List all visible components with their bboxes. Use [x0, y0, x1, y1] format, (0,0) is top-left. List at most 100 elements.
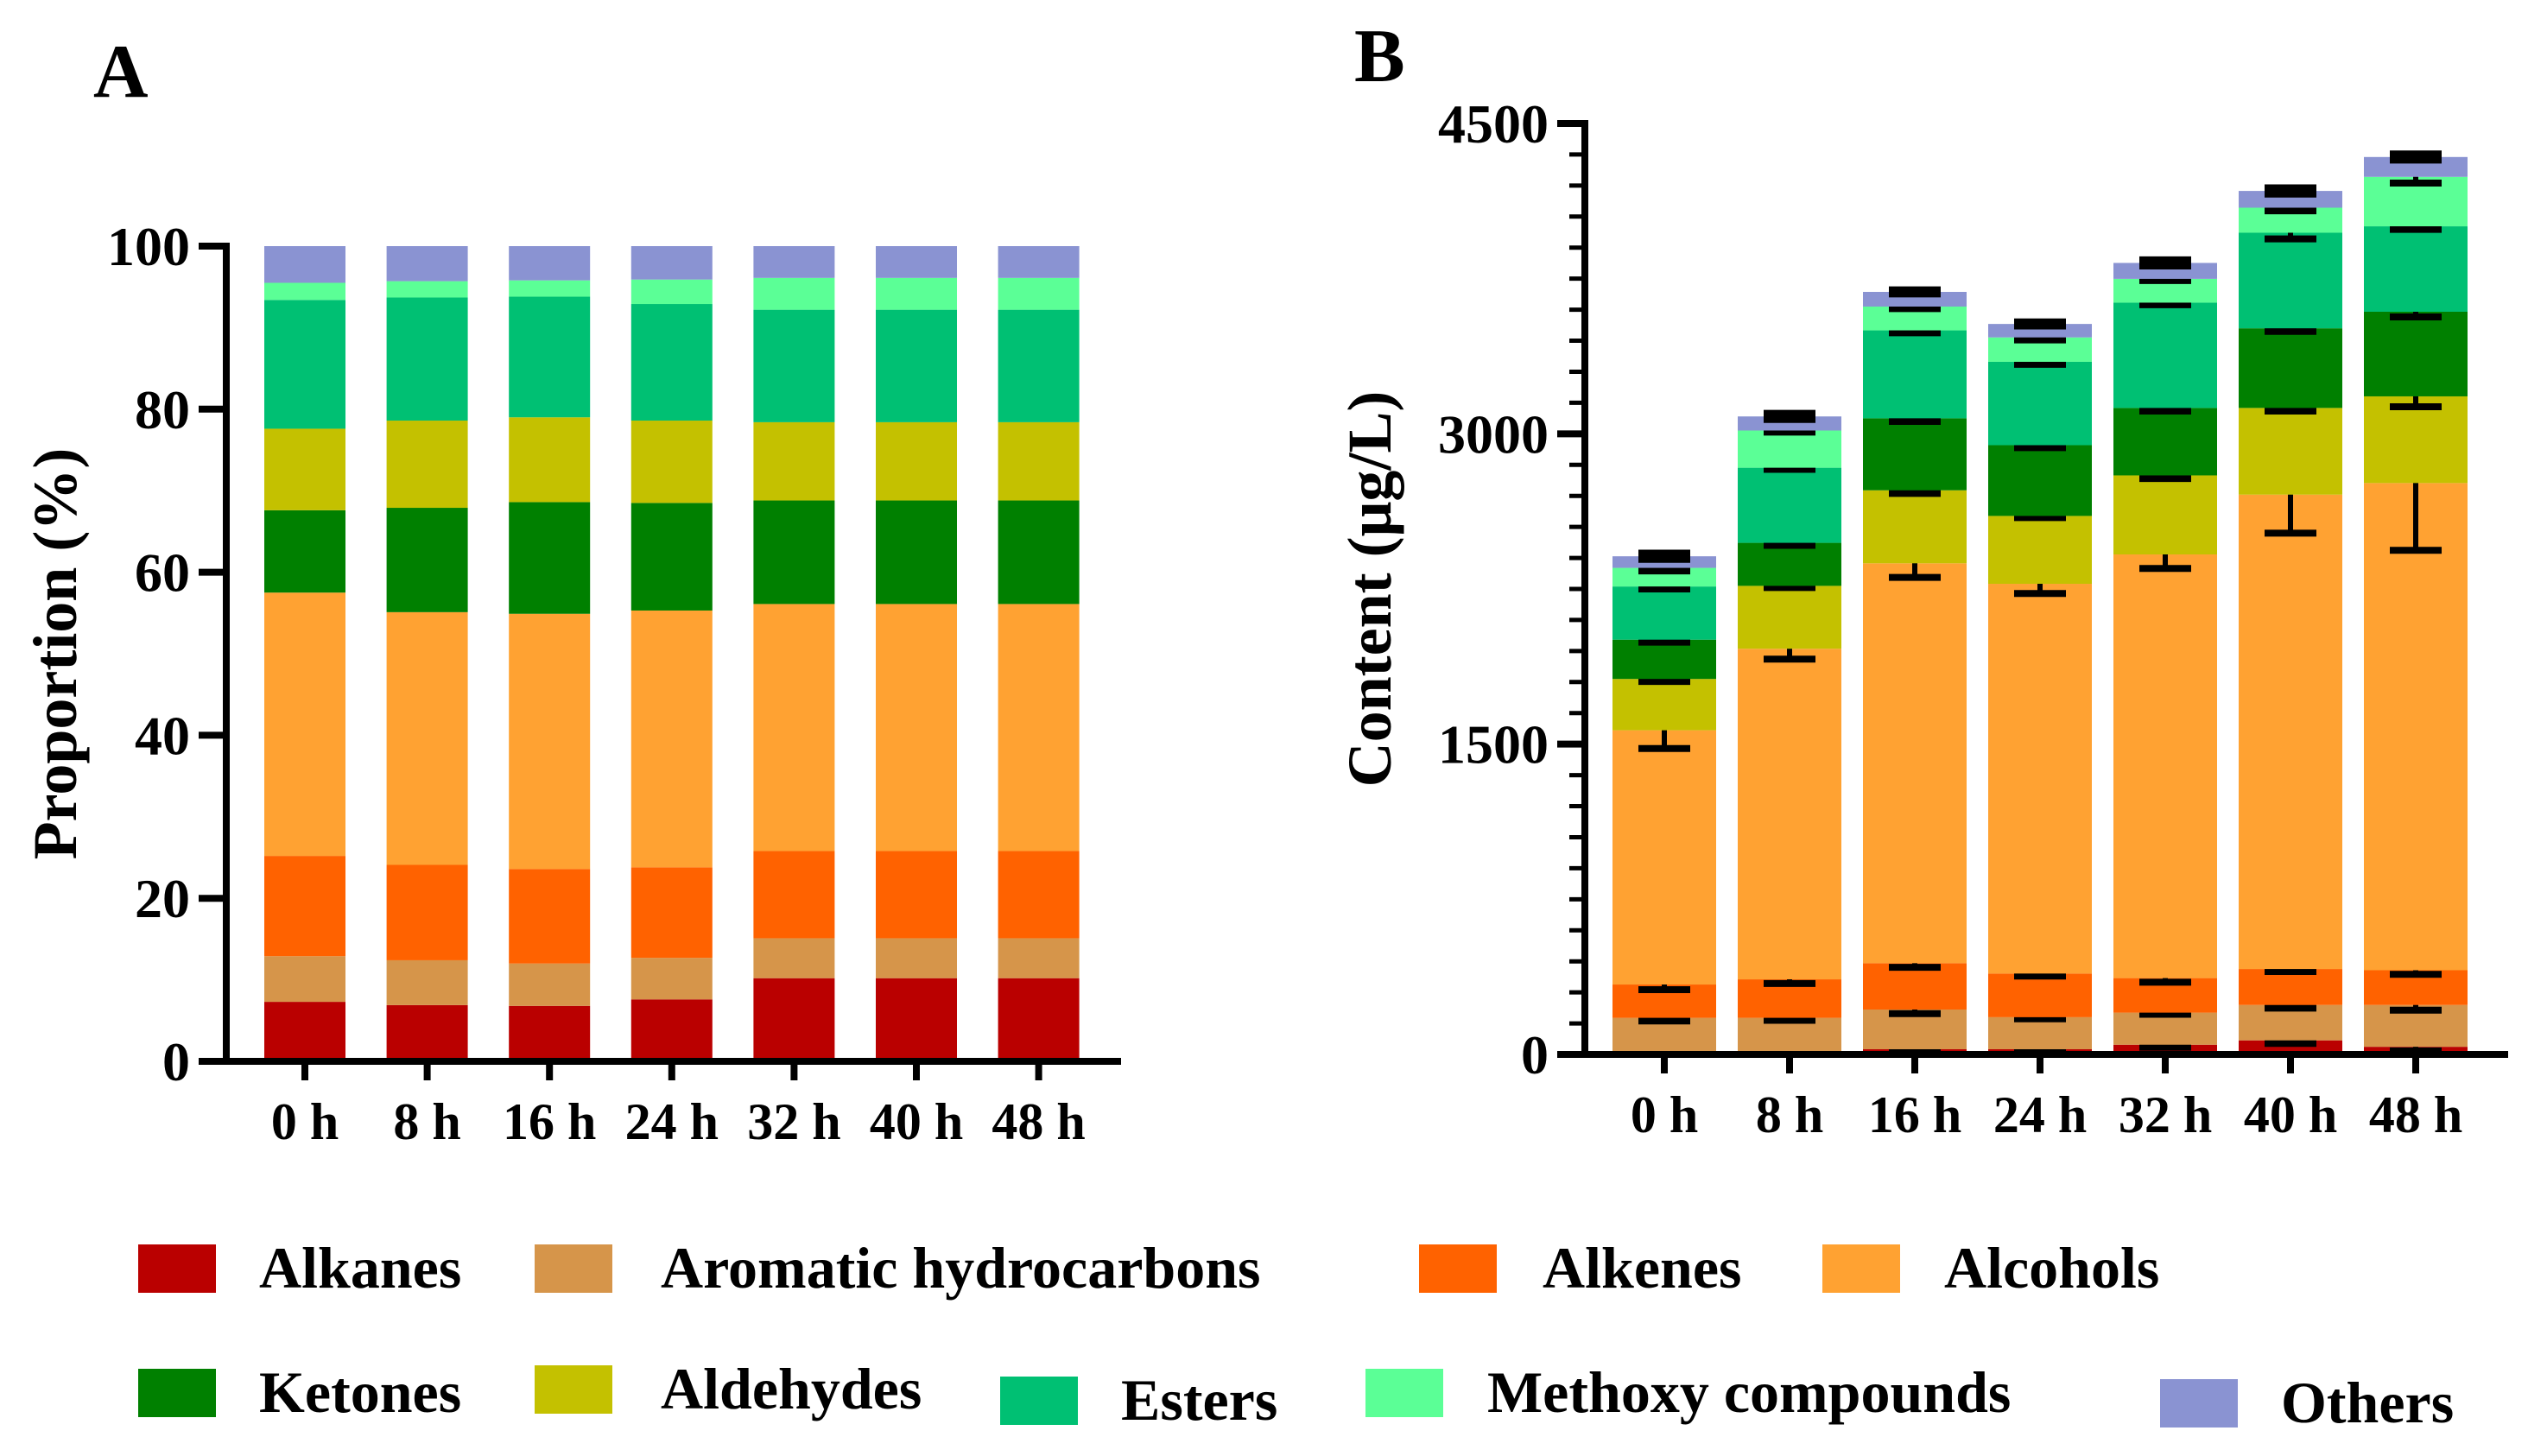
bar-segment-aldehydes — [753, 421, 835, 501]
bar-segment-alkenes — [1988, 973, 2092, 1017]
bar-segment-ketones — [2239, 328, 2342, 408]
bar-segment-esters — [2113, 302, 2217, 408]
bar-segment-others — [386, 246, 468, 282]
bar-segment-alcohols — [2364, 483, 2468, 971]
bar-segment-aldehydes — [1863, 490, 1967, 564]
bar-segment-esters — [509, 296, 591, 418]
bar-segment-alkanes — [630, 999, 713, 1061]
bar-segment-methoxy-compounds — [386, 281, 468, 298]
x-tick-label: 48 h — [2369, 1086, 2462, 1143]
bar-segment-alcohols — [2239, 494, 2342, 970]
bar-segment-aromatic-hydrocarbons — [264, 956, 345, 1003]
bar-segment-aromatic-hydrocarbons — [2113, 1012, 2217, 1045]
x-tick-label: 8 h — [1756, 1086, 1823, 1143]
bar-segment-aldehydes — [2364, 396, 2468, 484]
bar-segment-others — [630, 246, 713, 280]
x-tick-label: 32 h — [747, 1093, 840, 1150]
bar-segment-esters — [2364, 226, 2468, 312]
x-tick-label: 24 h — [1993, 1086, 2087, 1143]
bar-segment-aromatic-hydrocarbons — [630, 958, 713, 1000]
bar-segment-esters — [264, 300, 345, 429]
legend-label-methoxy-compounds: Methoxy compounds — [1487, 1359, 2011, 1425]
bar-segment-esters — [1738, 467, 1841, 543]
bar-segment-esters — [1612, 586, 1716, 640]
x-tick-label: 40 h — [870, 1093, 963, 1150]
bar-segment-ketones — [998, 500, 1080, 605]
bar-segment-aromatic-hydrocarbons — [876, 938, 957, 978]
y-tick-label: 0 — [1521, 1024, 1549, 1086]
bar-segment-alkenes — [509, 869, 591, 964]
legend-label-ketones: Ketones — [259, 1359, 461, 1425]
bar-segment-alkanes — [509, 1005, 591, 1061]
bar-segment-aldehydes — [876, 421, 957, 501]
bar-segment-alcohols — [386, 611, 468, 865]
bar-segment-methoxy-compounds — [630, 279, 713, 305]
y-tick-label: 40 — [135, 705, 190, 766]
bar-segment-ketones — [264, 510, 345, 593]
legend-label-alkenes: Alkenes — [1543, 1235, 1741, 1301]
bar-segment-alcohols — [753, 604, 835, 851]
bar-segment-others — [998, 246, 1080, 278]
bar-segment-alcohols — [1612, 730, 1716, 985]
legend-swatch-aromatic-hydrocarbons — [535, 1244, 612, 1293]
bar-segment-aldehydes — [2239, 408, 2342, 495]
legend-label-others: Others — [2281, 1370, 2454, 1435]
legend-swatch-esters — [1000, 1377, 1078, 1425]
bar-segment-alcohols — [1863, 563, 1967, 964]
bar-segment-methoxy-compounds — [264, 282, 345, 301]
bar-segment-alkenes — [753, 851, 835, 939]
bar-segment-esters — [753, 309, 835, 422]
bar-segment-aldehydes — [1988, 516, 2092, 585]
x-tick-label: 24 h — [625, 1093, 719, 1150]
legend-label-alkanes: Alkanes — [259, 1235, 461, 1301]
bar-segment-methoxy-compounds — [876, 277, 957, 310]
bar-segment-ketones — [1612, 639, 1716, 680]
bar-segment-alcohols — [2113, 554, 2217, 978]
x-tick-label: 48 h — [992, 1093, 1085, 1150]
bar-segment-aromatic-hydrocarbons — [386, 959, 468, 1005]
legend-label-alcohols: Alcohols — [1944, 1235, 2159, 1301]
y-tick-label: 0 — [162, 1031, 190, 1092]
bar-segment-methoxy-compounds — [998, 277, 1080, 310]
y-tick-label: 3000 — [1438, 403, 1549, 465]
bar-segment-alcohols — [264, 592, 345, 857]
bar-segment-alcohols — [876, 604, 957, 851]
chart-a: 0 h 8 h 16 h 24 h 32 h 40 h 48 h 0 20 40 60 80 100 — [107, 216, 1121, 1150]
panel-label-b: B — [1354, 15, 1405, 98]
bar-segment-alcohols — [1738, 649, 1841, 980]
y-tick-label: 80 — [135, 379, 190, 440]
bar-segment-others — [876, 246, 957, 278]
bar-segment-ketones — [753, 500, 835, 605]
bar-segment-alkenes — [1863, 963, 1967, 1010]
y-tick-label: 1500 — [1438, 714, 1549, 775]
bar-segment-alcohols — [509, 613, 591, 870]
x-tick-label: 32 h — [2119, 1086, 2212, 1143]
x-tick-label: 16 h — [503, 1093, 596, 1150]
bar-segment-alkenes — [386, 864, 468, 960]
bar-segment-ketones — [2113, 408, 2217, 476]
legend-swatch-ketones — [138, 1369, 216, 1417]
legend-swatch-alkanes — [138, 1244, 216, 1293]
bar-segment-alcohols — [630, 610, 713, 868]
y-axis-label-a: Proportion (%) — [21, 448, 90, 860]
bar-segment-esters — [1988, 361, 2092, 446]
bar-segment-ketones — [1738, 542, 1841, 586]
bar-segment-aldehydes — [264, 428, 345, 510]
bar-segment-methoxy-compounds — [753, 277, 835, 310]
x-tick-label: 40 h — [2244, 1086, 2337, 1143]
bar-segment-ketones — [630, 503, 713, 611]
bar-segment-alkenes — [876, 851, 957, 939]
bar-segment-esters — [386, 297, 468, 421]
bar-segment-aldehydes — [998, 421, 1080, 501]
bar-segment-methoxy-compounds — [1738, 430, 1841, 468]
x-tick-label: 0 h — [271, 1093, 339, 1150]
legend-swatch-alkenes — [1419, 1244, 1497, 1293]
legend-swatch-methoxy-compounds — [1365, 1369, 1443, 1417]
bar-segment-aromatic-hydrocarbons — [753, 938, 835, 978]
bar-segment-esters — [630, 304, 713, 421]
chart-b: 0 h 8 h 16 h 24 h 32 h 40 h 48 h 0 1500 3000 4500 — [1438, 93, 2508, 1143]
x-tick-label: 8 h — [393, 1093, 460, 1150]
bar-segment-aldehydes — [509, 417, 591, 503]
bar-segment-aldehydes — [630, 421, 713, 503]
legend-swatch-aldehydes — [535, 1365, 612, 1414]
